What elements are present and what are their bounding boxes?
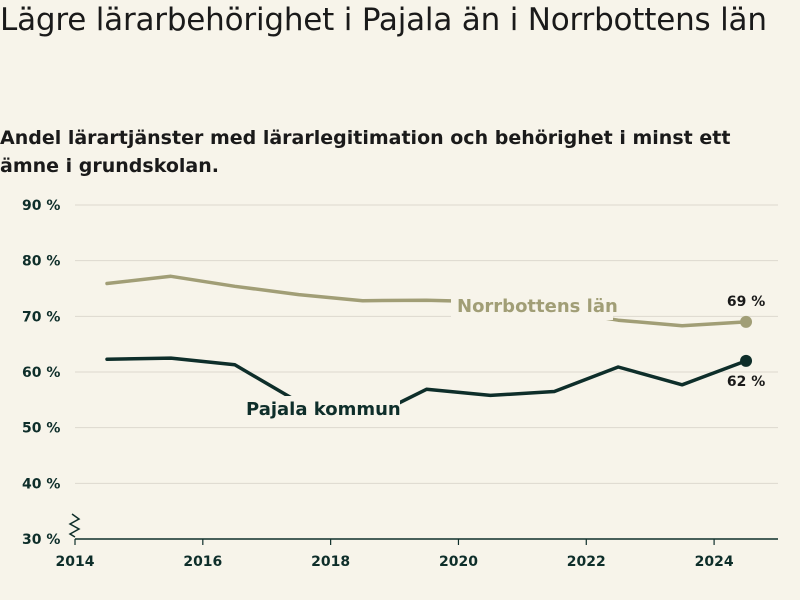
y-tick-label: 80 %	[22, 254, 60, 270]
y-tick-label: 60 %	[22, 365, 60, 381]
y-tick-label: 50 %	[22, 421, 60, 437]
label-background	[242, 396, 400, 424]
x-tick-label: 2014	[56, 554, 95, 570]
y-tick-label: 30 %	[22, 532, 60, 548]
end-value-pajala: 62 %	[727, 374, 765, 390]
series-group	[105, 274, 753, 423]
x-tick-label: 2016	[183, 554, 222, 570]
y-axis: 30 % 40 % 50 % 60 % 70 % 80 % 90 %	[22, 198, 81, 548]
x-tick-label: 2018	[311, 554, 350, 570]
series-line-pajala	[105, 356, 748, 423]
y-tick-label: 40 %	[22, 476, 60, 492]
chart-subtitle: Andel lärartjänster med lärarlegitimatio…	[0, 127, 731, 177]
end-value-norrbotten: 69 %	[727, 294, 765, 310]
end-point-marker	[740, 315, 753, 328]
label-background	[451, 292, 613, 320]
end-point-marker	[740, 354, 753, 367]
y-tick-label: 70 %	[22, 309, 60, 325]
gridlines	[75, 204, 778, 484]
x-tick-label: 2024	[695, 554, 734, 570]
x-axis: 2014 2016 2018 2020 2022 2024	[56, 538, 778, 570]
series-label-norrbotten: Norrbottens län	[457, 296, 618, 317]
x-tick-label: 2022	[567, 554, 606, 570]
x-tick-label: 2020	[439, 554, 478, 570]
series-label-pajala: Pajala kommun	[246, 399, 401, 420]
series-line-norrbotten	[105, 274, 748, 328]
axis-break-icon	[68, 513, 81, 538]
series-labels: Norrbottens län Pajala kommun 69 % 62 %	[242, 292, 765, 424]
y-tick-label: 90 %	[22, 198, 60, 214]
chart-title: Lägre lärarbehörighet i Pajala än i Norr…	[0, 2, 767, 38]
